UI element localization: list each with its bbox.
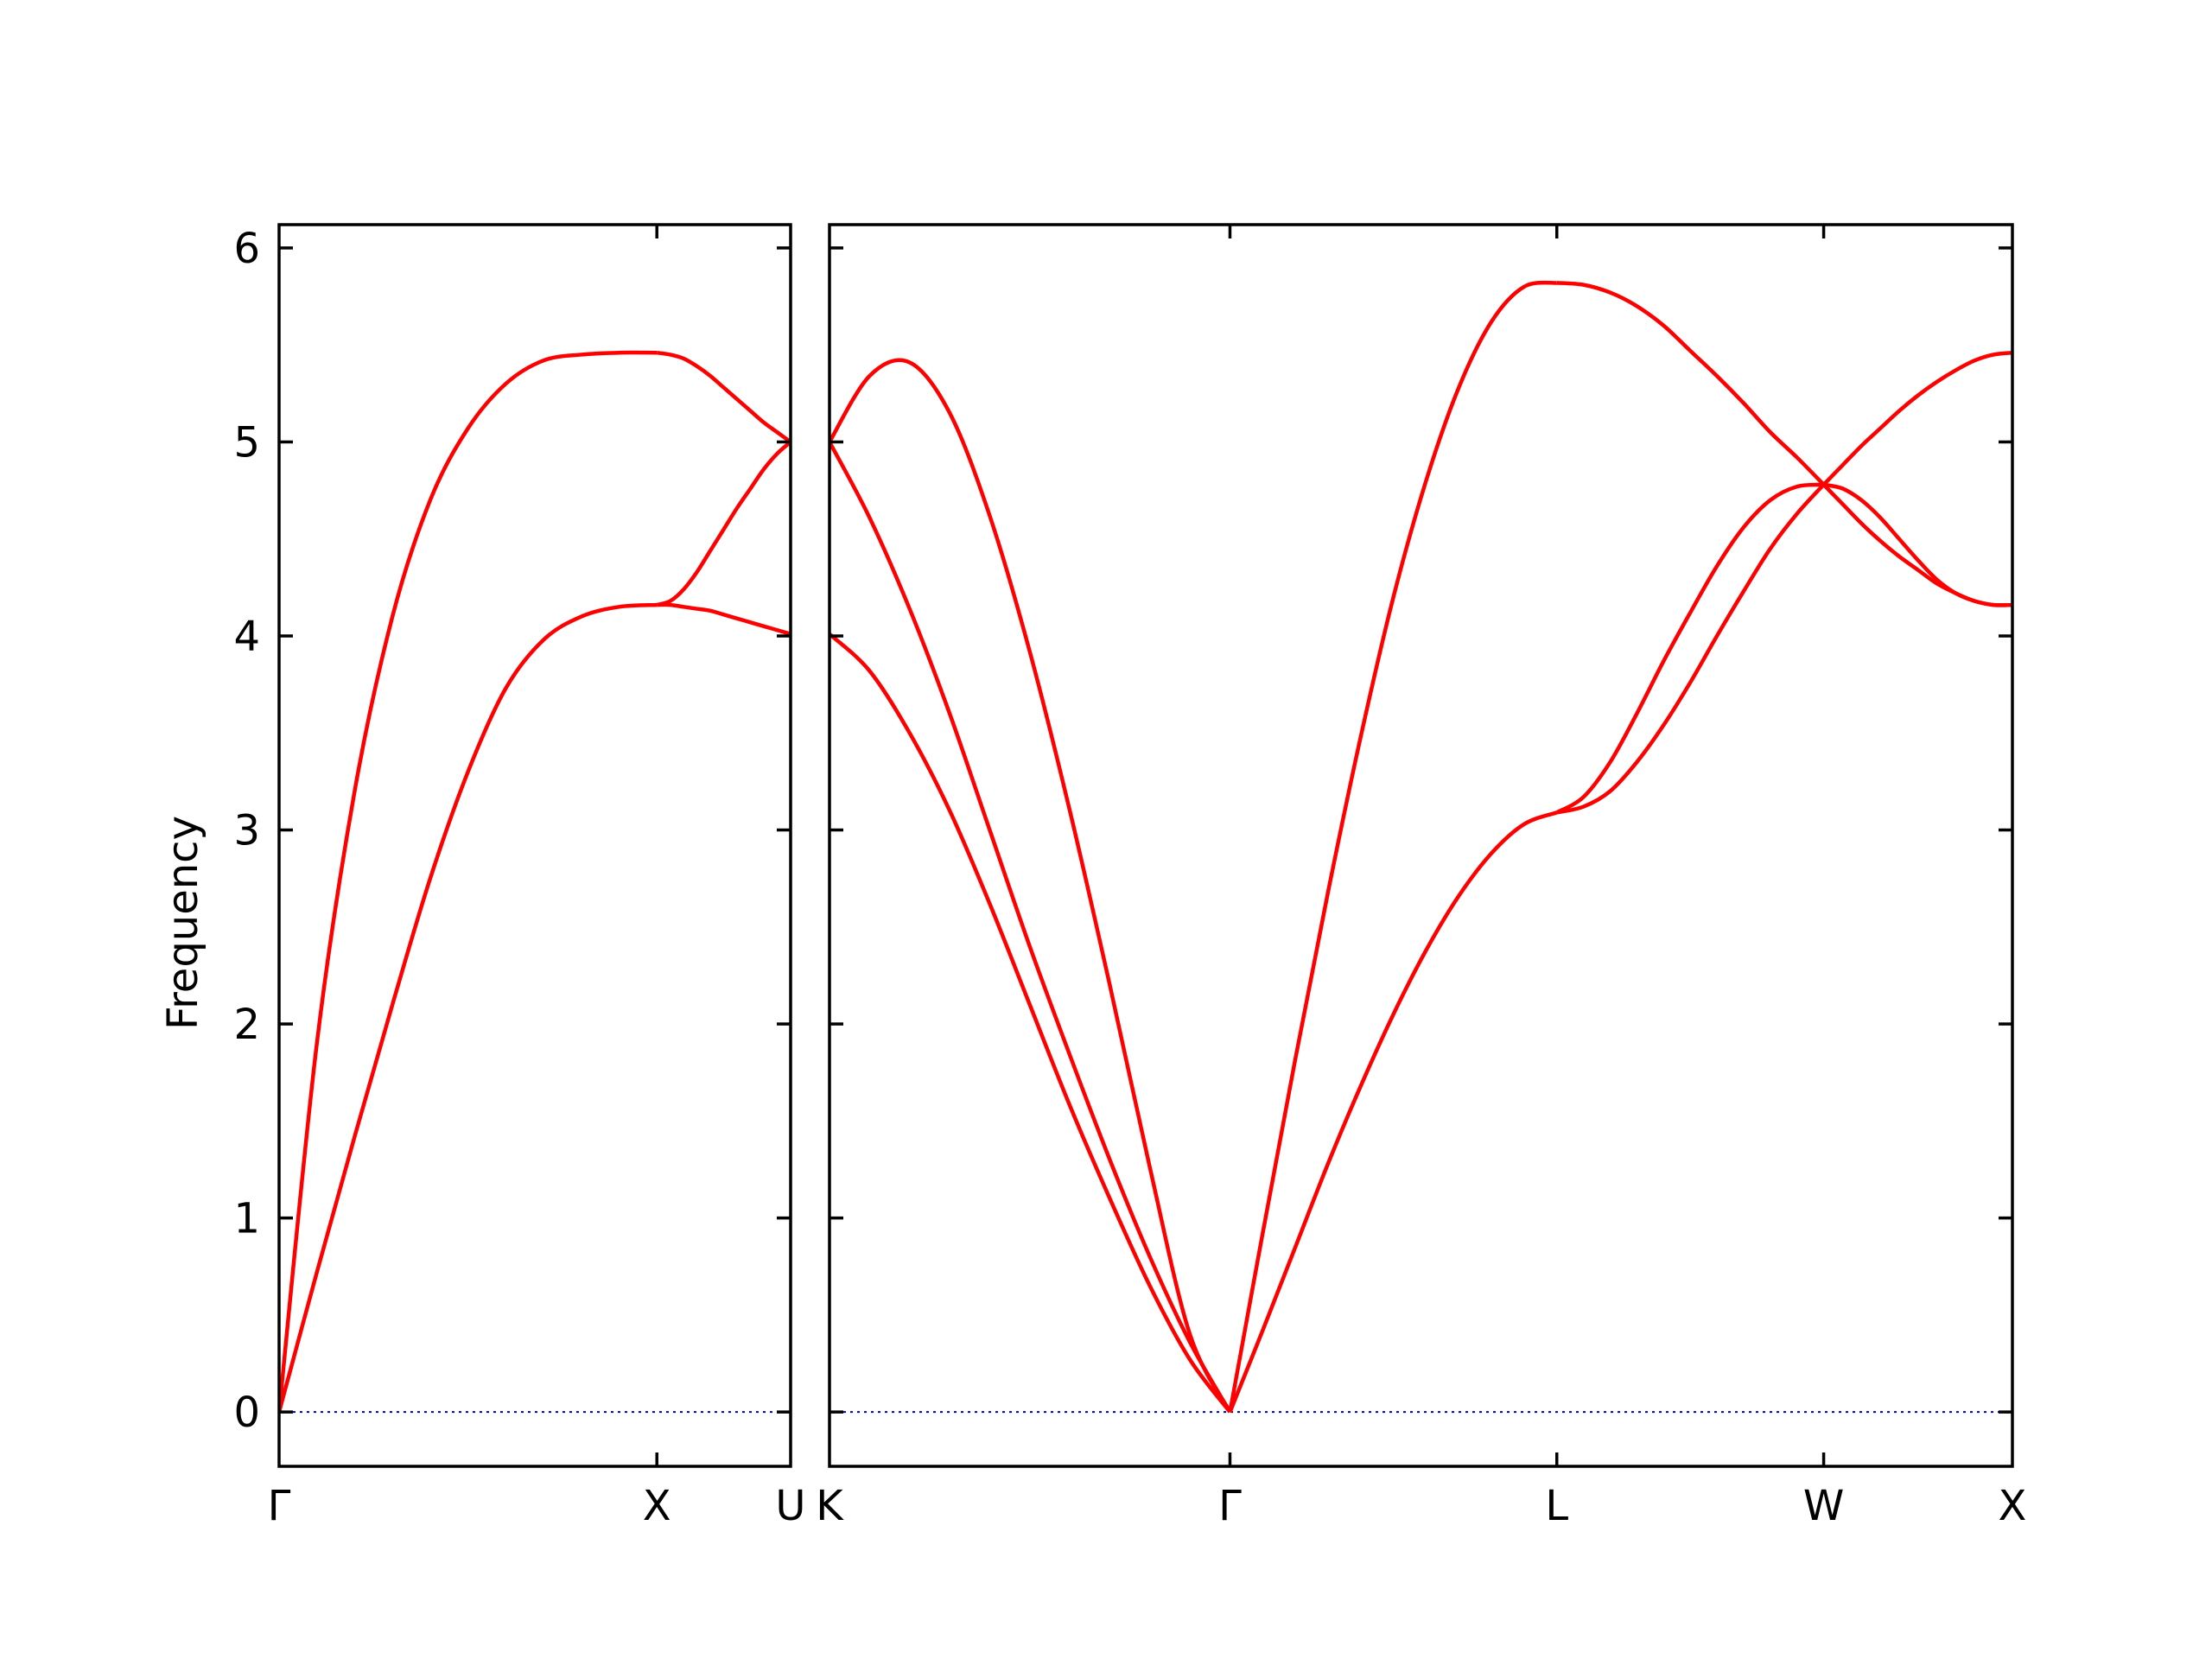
y-tick-label: 2 [233,1001,260,1049]
band-left-Γ-X-lower [279,602,658,1413]
panel-left: 0 1 2 3 4 5 6 Γ X U [233,223,806,1530]
y-tick-label: 5 [233,418,260,467]
x-tick-label: Γ [1218,1482,1242,1530]
x-tick-label: U [775,1482,805,1530]
band-right-K-Γ-upper [830,358,1232,1414]
x-tick-label: K [816,1482,844,1530]
band-left-X-U-upper [656,350,791,444]
y-tick-label: 3 [233,807,260,855]
bands-left [279,350,791,1413]
y-tick-label: 6 [233,225,260,273]
band-right-L-W-upper [1556,281,1826,486]
y-tick-label: 1 [233,1195,260,1243]
y-tick-label: 4 [233,613,260,661]
x-tick-label: X [1999,1482,2027,1530]
band-left-Γ-X-upper [279,350,658,1413]
band-right-W-X-mid [1823,482,2012,607]
bands-right [830,280,2012,1414]
band-right-L-W-lower [1556,483,1826,815]
x-tick-label: W [1803,1482,1844,1530]
plot-frame-right [828,223,2014,1468]
y-axis-label: Frequency [159,816,207,1030]
band-right-W-X-upper [1821,350,2012,486]
x-tick-label: L [1545,1482,1568,1530]
y-tick-label: 0 [233,1389,260,1437]
band-right-L-W-mid [1555,482,1824,815]
band-right-K-Γ-mid [830,441,1232,1414]
band-left-X-U-lower [657,602,791,636]
x-tick-label: Γ [268,1482,291,1530]
plot-frame-left [277,223,792,1468]
band-right-W-X-lower [1821,483,2012,607]
band-right-Γ-L-upper [1228,280,1558,1413]
x-tick-label: X [643,1482,671,1530]
band-right-K-Γ-lower [830,632,1232,1414]
band-right-Γ-L-lower [1228,810,1558,1413]
band-left-X-U-mid [656,440,791,607]
